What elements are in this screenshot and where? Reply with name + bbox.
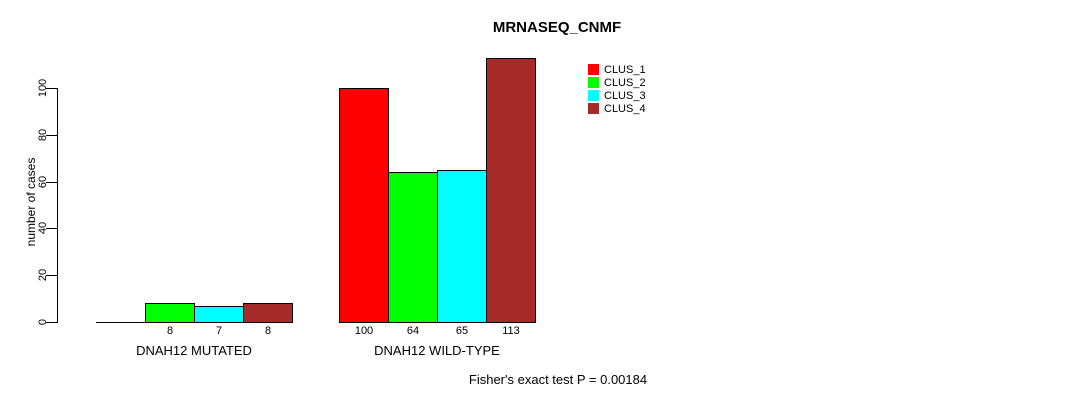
bar-value-label: 64: [406, 325, 420, 337]
bar-value-label: 100: [354, 325, 374, 337]
fisher-test-annotation: Fisher's exact test P = 0.00184: [468, 372, 648, 387]
bar-value-label: 65: [455, 325, 469, 337]
bar-value-label: 8: [264, 325, 272, 337]
group-label: DNAH12 WILD-TYPE: [374, 343, 500, 358]
bar-clus_1: [339, 88, 389, 323]
bar-value-label: 113: [502, 325, 520, 337]
legend-item-clus_2: CLUS_2: [588, 76, 646, 89]
legend-label: CLUS_4: [604, 102, 646, 115]
bar-clus_4: [243, 303, 293, 323]
y-axis-tick-label: 60: [37, 175, 49, 188]
legend-item-clus_4: CLUS_4: [588, 102, 646, 115]
bar-value-label: 8: [166, 325, 174, 337]
bar-clus_3: [437, 170, 487, 323]
legend-label: CLUS_2: [604, 76, 646, 89]
legend-item-clus_3: CLUS_3: [588, 89, 646, 102]
legend-swatch-clus_3: [588, 90, 599, 101]
y-axis-tick: [46, 88, 58, 89]
legend: CLUS_1 CLUS_2 CLUS_3 CLUS_4: [588, 63, 646, 115]
bar-clus_1-zero: [96, 322, 146, 323]
y-axis-tick: [46, 181, 58, 183]
bar-clus_2: [145, 303, 195, 323]
y-axis-tick: [46, 275, 58, 277]
legend-swatch-clus_2: [588, 77, 599, 88]
bar-clus_4: [486, 58, 536, 323]
y-axis-line: [57, 88, 58, 323]
y-axis-tick-label: 80: [37, 128, 49, 141]
y-axis-tick: [46, 228, 58, 230]
y-axis-tick-label: 100: [37, 78, 49, 98]
bar-clus_2: [388, 172, 438, 323]
legend-swatch-clus_1: [588, 64, 599, 75]
y-axis-tick-label: 20: [37, 269, 49, 282]
legend-label: CLUS_1: [604, 63, 646, 76]
legend-item-clus_1: CLUS_1: [588, 63, 646, 76]
group-label: DNAH12 MUTATED: [136, 343, 252, 358]
chart-title: MRNASEQ_CNMF: [492, 19, 622, 36]
y-axis-tick: [46, 322, 58, 323]
legend-swatch-clus_4: [588, 103, 599, 114]
bar-value-label: 7: [215, 325, 223, 337]
y-axis-tick: [46, 134, 58, 136]
y-axis-label: number of cases: [24, 157, 38, 247]
y-axis-tick-label: 0: [37, 318, 49, 326]
legend-label: CLUS_3: [604, 89, 646, 102]
y-axis-tick-label: 40: [37, 222, 49, 235]
bar-clus_3: [194, 306, 244, 323]
